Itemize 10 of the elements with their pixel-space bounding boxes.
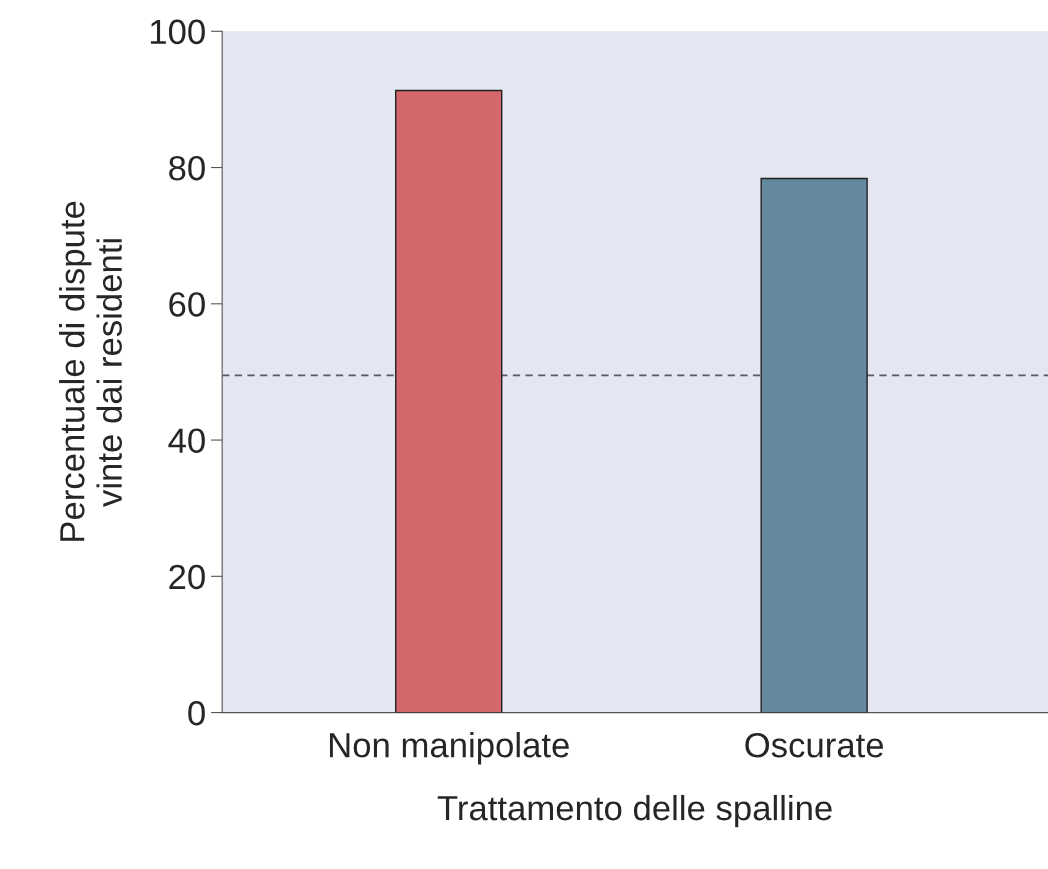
y-tick-label: 60 (169, 292, 205, 317)
x-tick-label: Non manipolate (329, 732, 569, 765)
x-axis-title: Trattamento delle spalline (437, 794, 832, 828)
y-tick-label: 40 (168, 428, 205, 453)
y-axis-title: Percentuale di dispute vinte dai residenti (59, 201, 122, 541)
x-tick-label: Oscurate (745, 732, 884, 758)
y-tick-label: 20 (169, 564, 205, 590)
y-tick-label: 80 (169, 155, 205, 181)
y-tick-label: 100 (150, 19, 205, 45)
y-tick-label: 0 (188, 700, 205, 726)
